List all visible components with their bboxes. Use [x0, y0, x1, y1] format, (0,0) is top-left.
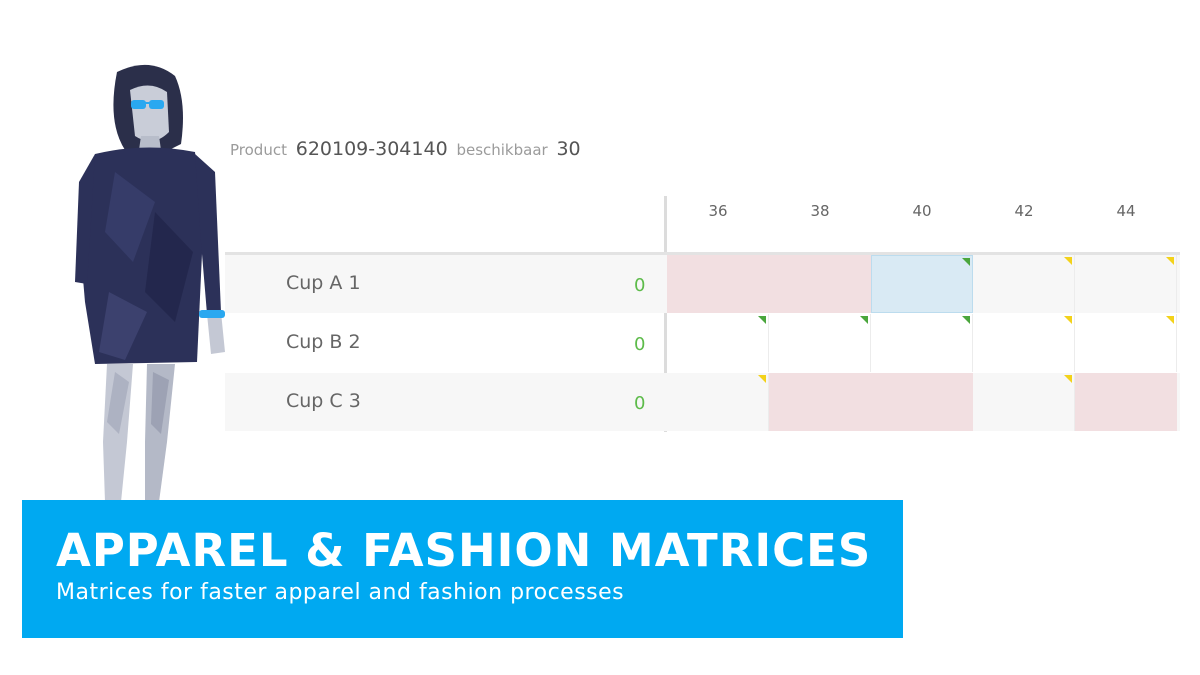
availability-label: beschikbaar — [456, 141, 548, 159]
row-count: 0 — [634, 275, 646, 296]
matrix-cell[interactable] — [769, 373, 871, 431]
title-banner: APPAREL & FASHION MATRICES Matrices for … — [22, 500, 903, 638]
cell-flag-icon — [860, 316, 868, 324]
availability-value: 30 — [556, 138, 581, 160]
fashion-model-illustration — [75, 64, 225, 502]
matrix-divider-vertical — [664, 196, 667, 432]
matrix-cell[interactable] — [769, 255, 871, 313]
cell-flag-icon — [962, 316, 970, 324]
product-code: 620109-304140 — [295, 138, 448, 160]
matrix-cell[interactable] — [667, 373, 769, 431]
matrix-cell[interactable] — [973, 373, 1075, 431]
matrix-cell[interactable] — [871, 373, 973, 431]
matrix-row: Cup B 2 0 — [225, 314, 1180, 372]
matrix-cell[interactable] — [871, 314, 973, 372]
matrix-cell[interactable] — [1075, 314, 1177, 372]
cell-flag-icon — [1064, 375, 1072, 383]
cell-flag-icon — [962, 258, 970, 266]
matrix-row: Cup A 1 0 — [225, 255, 1180, 313]
cell-flag-icon — [1166, 316, 1174, 324]
cell-flag-icon — [1166, 257, 1174, 265]
matrix-cell[interactable] — [667, 255, 769, 313]
cell-flag-icon — [758, 316, 766, 324]
matrix-cell[interactable] — [667, 314, 769, 372]
matrix-cell[interactable] — [973, 314, 1075, 372]
matrix-cell[interactable] — [973, 255, 1075, 313]
cell-flag-icon — [758, 375, 766, 383]
matrix-cell[interactable] — [1075, 255, 1177, 313]
size-header-3: 42 — [1014, 202, 1034, 220]
size-header-4: 44 — [1116, 202, 1136, 220]
size-header-0: 36 — [708, 202, 728, 220]
size-header-2: 40 — [912, 202, 932, 220]
cell-flag-icon — [1064, 316, 1072, 324]
product-label: Product — [230, 141, 287, 159]
matrix-cell[interactable] — [1075, 373, 1177, 431]
banner-subtitle: Matrices for faster apparel and fashion … — [56, 580, 625, 605]
size-header-1: 38 — [810, 202, 830, 220]
product-info: Product 620109-304140 beschikbaar 30 — [230, 138, 585, 160]
banner-title: APPAREL & FASHION MATRICES — [56, 524, 872, 577]
matrix-divider-horizontal — [225, 252, 1180, 255]
size-matrix: 36 38 40 42 44 Cup A 1 0 Cup B 2 0 Cup C 3 0 — [225, 196, 1180, 432]
row-label: Cup C 3 — [286, 390, 361, 412]
row-count: 0 — [634, 334, 646, 355]
matrix-cell[interactable] — [871, 255, 973, 313]
row-count: 0 — [634, 393, 646, 414]
row-label: Cup A 1 — [286, 272, 361, 294]
cell-flag-icon — [1064, 257, 1072, 265]
matrix-row: Cup C 3 0 — [225, 373, 1180, 431]
row-label: Cup B 2 — [286, 331, 361, 353]
matrix-cell[interactable] — [769, 314, 871, 372]
